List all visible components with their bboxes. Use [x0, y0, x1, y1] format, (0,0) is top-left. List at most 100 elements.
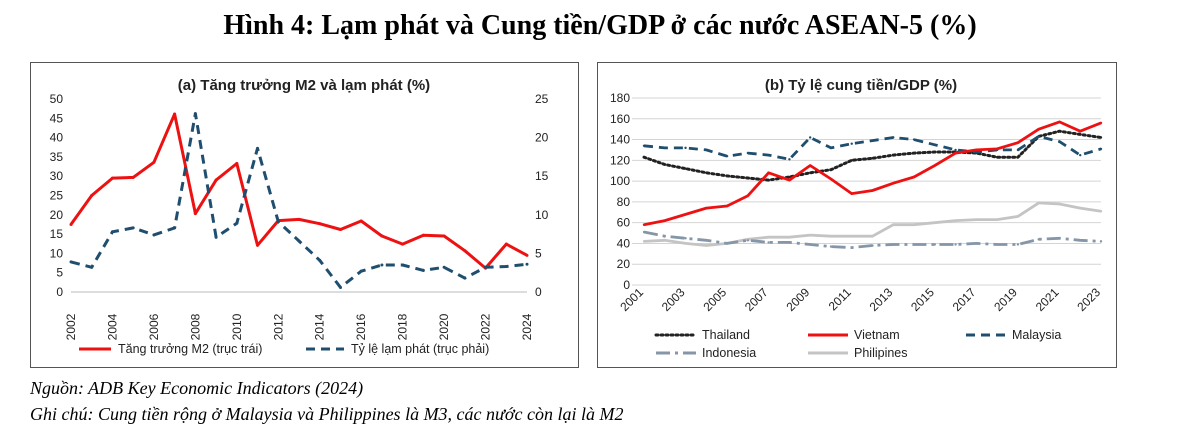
chart-b-malaysia-point [788, 158, 791, 161]
chart-a-inflation-point [463, 276, 467, 280]
chart-a-x-tick: 2008 [188, 313, 202, 340]
source-note: Nguồn: ADB Key Economic Indicators (2024… [30, 378, 364, 398]
chart-a-m2-point [504, 242, 508, 246]
chart-b-vietnam-point [912, 175, 916, 179]
chart-b-indonesia-point [871, 244, 874, 247]
chart-b-thailand-point [1058, 130, 1061, 133]
chart-a-inflation-point [173, 226, 177, 230]
chart-a-x-tick: 2022 [479, 313, 493, 340]
chart-a-m2-point [401, 242, 405, 246]
chart-b-philipines-point [871, 234, 874, 238]
chart-b-thailand-point [1099, 136, 1103, 139]
chart-b-philipines-point [684, 242, 687, 245]
chart-a-y-left-tick: 50 [50, 92, 64, 106]
chart-b-title: (b) Tỷ lệ cung tiền/GDP (%) [765, 77, 957, 94]
chart-b-thailand-point [912, 151, 916, 155]
chart-b-philipines-point [954, 219, 957, 222]
chart-b-x-tick: 2017 [950, 285, 979, 314]
chart-b-vietnam-point [746, 194, 750, 197]
chart-a-x-tick: 2020 [437, 313, 451, 340]
chart-b-x-tick: 2007 [742, 285, 771, 314]
chart-b-malaysia-point [642, 144, 646, 147]
chart-a-inflation-point [484, 265, 488, 269]
chart-a-y-right-tick: 20 [535, 131, 549, 145]
chart-b-malaysia-point [912, 138, 916, 141]
chart-a-x-tick: 2002 [64, 313, 78, 340]
chart-b-vietnam-point [975, 148, 978, 152]
chart-b-vietnam-point [829, 177, 833, 181]
chart-a-m2-point [131, 175, 135, 179]
chart-b-series-philipines-line [643, 201, 1102, 247]
chart-b-philipines-point [975, 218, 978, 221]
chart-b-x-tick: 2001 [617, 285, 646, 314]
chart-a-inflation-point [359, 269, 363, 273]
chart-a-inflation-point [256, 146, 260, 150]
chart-a-m2-point [152, 160, 156, 164]
chart-a-inflation-point [90, 265, 94, 269]
chart-b-y-tick: 180 [610, 91, 630, 105]
chart-a-m2-point [173, 112, 177, 116]
chart-b-vietnam-point [725, 204, 729, 208]
chart-b-indonesia-point [975, 242, 978, 245]
chart-b-indonesia-point [1079, 239, 1082, 242]
chart-a-m2-point [463, 249, 467, 253]
chart-b-y-tick: 80 [617, 195, 631, 209]
chart-a-inflation-point [318, 258, 322, 262]
chart-a-inflation-point [214, 235, 218, 239]
chart-b-indonesia-point [1016, 243, 1020, 246]
chart-b-legend-label: Vietnam [854, 328, 900, 342]
chart-b-malaysia-point [954, 148, 957, 152]
chart-b-y-tick: 0 [623, 278, 630, 292]
chart-b-indonesia-point [642, 230, 646, 234]
chart-b-thailand-point [767, 178, 770, 182]
chart-a-y-left-tick: 15 [50, 227, 64, 241]
chart-b-legend-label: Thailand [702, 328, 750, 342]
chart-b-vietnam-point [788, 178, 791, 182]
chart-b-malaysia-point [1037, 135, 1040, 138]
chart-b-malaysia-point [684, 146, 687, 150]
chart-a-inflation-point [193, 112, 197, 116]
chart-b-y-tick: 40 [617, 236, 631, 250]
chart-b-indonesia-point [705, 239, 708, 242]
chart-b-philipines-point [1079, 206, 1082, 210]
chart-a-inflation-point [235, 221, 239, 225]
chart-b-philipines-point [767, 236, 770, 239]
chart-a-y-left-tick: 25 [50, 189, 64, 203]
chart-b-thailand-point [788, 175, 791, 179]
chart-b-x-tick: 2021 [1033, 285, 1062, 314]
chart-b-malaysia-point [975, 150, 978, 154]
chart-a-m2-point [193, 212, 197, 216]
chart-a-m2-point [110, 176, 114, 180]
chart-b-philipines-point [829, 234, 833, 238]
chart-b-y-tick: 20 [617, 257, 631, 271]
chart-b-legend-label: Malaysia [1012, 328, 1061, 342]
chart-a-m2-point [525, 253, 529, 257]
chart-a-legend-label: Tỷ lệ lạm phát (trục phải) [351, 342, 489, 356]
chart-a-series-m2-line [69, 112, 528, 270]
chart-b-malaysia-point [1058, 140, 1061, 143]
chart-a-m2-point [318, 222, 322, 226]
chart-b-thailand-point [995, 156, 999, 159]
chart-b-indonesia-point [1037, 238, 1040, 241]
chart-b-malaysia-point [1016, 148, 1020, 152]
chart-b-philipines-point [642, 240, 646, 243]
chart-b-indonesia-point [829, 245, 833, 248]
chart-b-thailand-point [871, 157, 874, 160]
chart-b-malaysia-point [1079, 153, 1082, 157]
chart-b-vietnam-point [871, 189, 874, 192]
chart-b-philipines-point [995, 218, 999, 221]
chart-b-x-tick: 2005 [700, 285, 729, 314]
chart-b-philipines-point [808, 233, 812, 237]
chart-a-m2-point [297, 217, 301, 221]
chart-b-vietnam-point [1016, 141, 1020, 144]
chart-b-thailand-point [663, 163, 666, 166]
chart-b-indonesia-point [808, 243, 812, 246]
chart-a-inflation-point [504, 265, 508, 269]
chart-b-philipines-point [850, 234, 853, 238]
chart-b-indonesia-point [892, 243, 895, 246]
chart-a-y-right-tick: 10 [535, 208, 549, 222]
chart-a-x-tick: 2016 [354, 313, 368, 340]
chart-b-philipines-point [892, 223, 895, 226]
chart-panel-a: (a) Tăng trưởng M2 và lạm phát (%) 0 5 10 15… [30, 62, 579, 368]
chart-b-philipines-point [933, 221, 937, 224]
